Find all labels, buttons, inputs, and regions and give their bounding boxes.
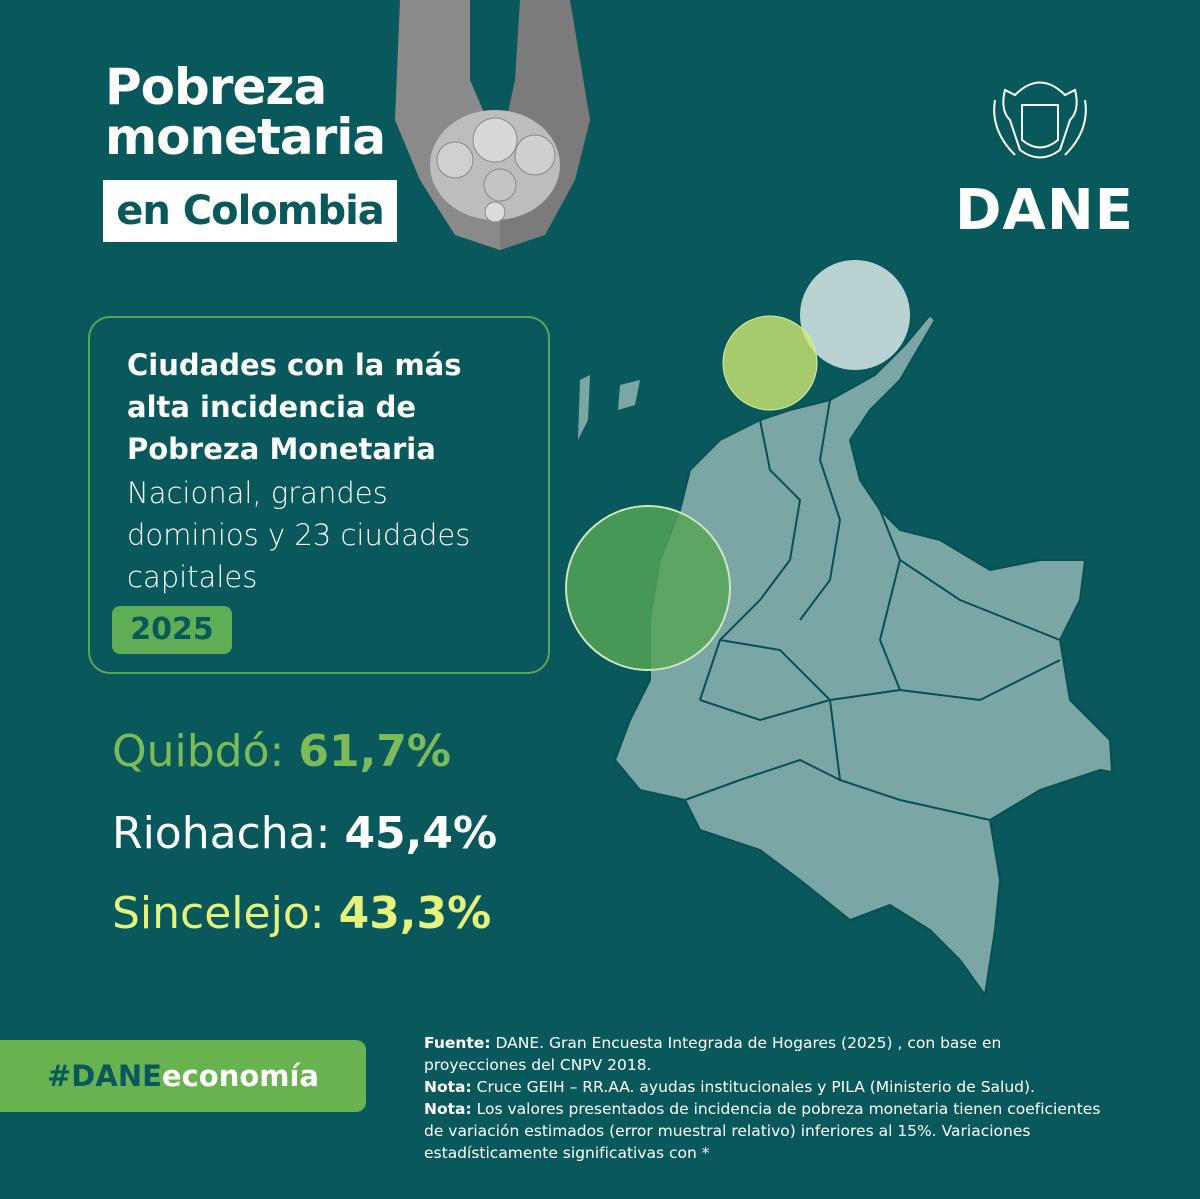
box-subtitle: dominios y 23 ciudades: [127, 518, 471, 552]
footer-label: Fuente:: [424, 1034, 491, 1052]
title-highlight: en Colombia: [103, 180, 397, 242]
city-value: 61,7%: [298, 726, 452, 777]
footer-notes: Fuente: DANE. Gran Encuesta Integrada de…: [424, 1032, 1104, 1164]
city-value: 45,4%: [344, 808, 498, 859]
box-heading: Pobreza Monetaria: [127, 432, 436, 466]
quibdo-circle: [565, 505, 731, 671]
logo-text: DANE: [955, 178, 1134, 243]
title-line: Pobreza: [105, 58, 327, 116]
footer-item: Nota: Cruce GEIH – RR.AA. ayudas institu…: [424, 1076, 1104, 1098]
footer-text: DANE. Gran Encuesta Integrada de Hogares…: [424, 1034, 1002, 1074]
city-value: 43,3%: [338, 888, 492, 939]
footer-label: Nota:: [424, 1100, 472, 1118]
title-line: monetaria: [105, 108, 386, 166]
footer-item: Fuente: DANE. Gran Encuesta Integrada de…: [424, 1032, 1104, 1076]
city-stat: Riohacha: 45,4%: [112, 804, 497, 864]
footer-text: Los valores presentados de incidencia de…: [424, 1100, 1101, 1162]
box-subtitle: Nacional, grandes: [127, 476, 388, 510]
riohacha-circle: [800, 260, 910, 370]
city-stat: Quibdó: 61,7%: [112, 722, 451, 782]
city-name: Riohacha:: [112, 808, 331, 859]
footer-label: Nota:: [424, 1078, 472, 1096]
info-box: [88, 316, 550, 674]
city-name: Sincelejo:: [112, 888, 325, 939]
box-heading: Ciudades con la más: [127, 348, 462, 382]
coat-of-arms: [993, 81, 1087, 159]
sincelejo-circle: [722, 315, 818, 411]
box-heading: alta incidencia de: [127, 390, 417, 424]
footer-text: Cruce GEIH – RR.AA. ayudas institucional…: [476, 1078, 1035, 1096]
hashtag-rest: economía: [161, 1059, 319, 1093]
city-stat: Sincelejo: 43,3%: [112, 884, 491, 944]
box-subtitle: capitales: [127, 560, 258, 594]
footer-item: Nota: Los valores presentados de inciden…: [424, 1098, 1104, 1164]
colombia-map: [565, 260, 1114, 998]
hands-illustration: [395, 0, 590, 250]
year-badge: 2025: [112, 606, 232, 654]
city-name: Quibdó:: [112, 726, 285, 777]
hashtag-bold: #DANE: [47, 1059, 162, 1093]
hashtag: #DANEeconomía: [0, 1040, 366, 1112]
